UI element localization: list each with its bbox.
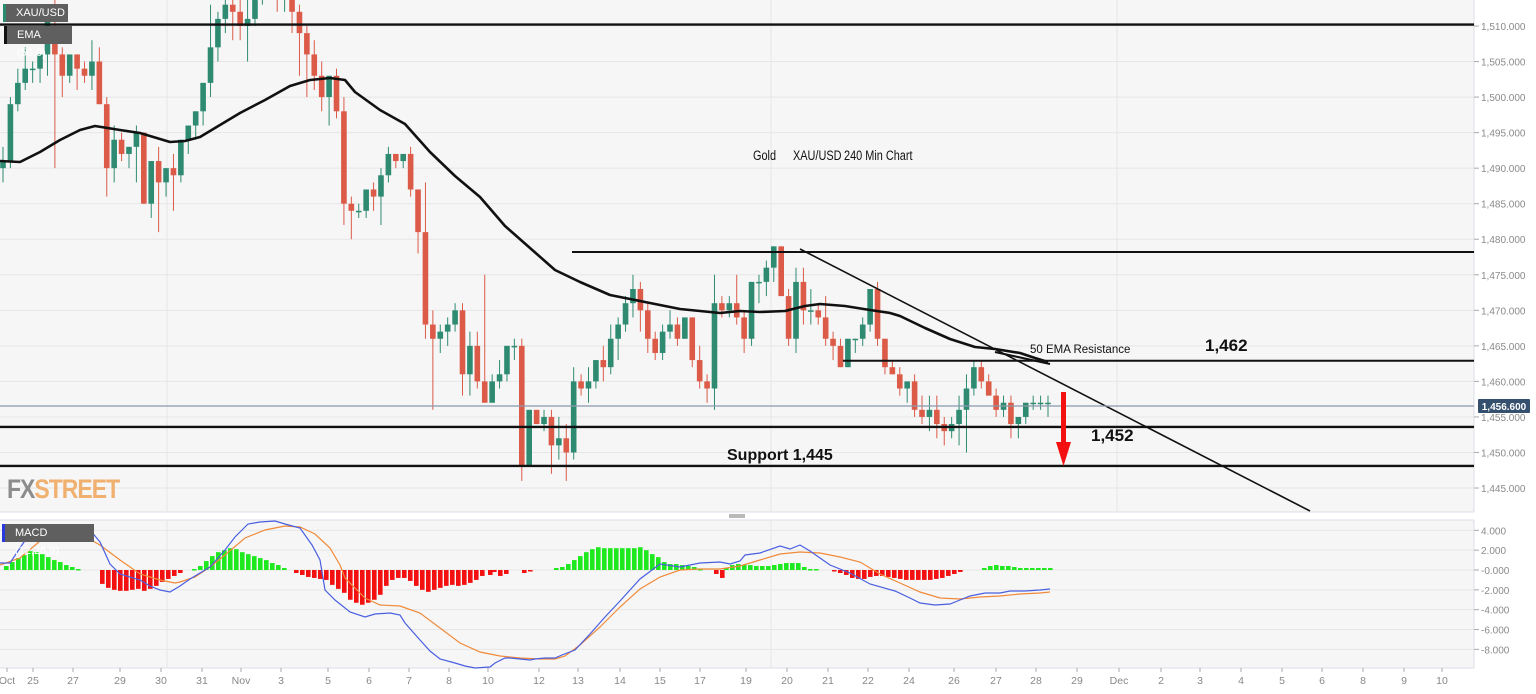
macd-signal-line xyxy=(0,525,1051,660)
fxstreet-logo: FXSTREET xyxy=(7,474,120,505)
time-tick-label: 14 xyxy=(614,675,626,687)
time-tick-label: 8 xyxy=(446,675,452,687)
ema-resistance-tick xyxy=(994,351,1051,365)
symbol-tag[interactable]: XAU/USD xyxy=(3,4,68,22)
time-tick-label: 2 xyxy=(1158,675,1164,687)
time-axis[interactable]: Oct 25 27 29 30 31 Nov 3 5 6 7 8 10 12 13 14 15 17 19 20 21 2… xyxy=(0,668,1448,687)
level-1462-label: 1,462 xyxy=(1205,336,1248,355)
logo-fx: FX xyxy=(7,474,35,504)
macd-tick-label: -6.000 xyxy=(1481,626,1510,637)
time-tick-label: 19 xyxy=(740,675,752,687)
svg-text:240 Min Chart: 240 Min Chart xyxy=(844,148,913,164)
time-tick-label: 30 xyxy=(155,675,167,687)
price-tick-label: 1,470.000 xyxy=(1481,306,1526,317)
price-tick-label: 1,485.000 xyxy=(1481,200,1526,211)
time-tick-label: 17 xyxy=(694,675,706,687)
time-tick-label: 3 xyxy=(1197,675,1203,687)
macd-tick-label: -8.000 xyxy=(1481,645,1510,656)
time-tick-label: 7 xyxy=(406,675,412,687)
time-tick-label: 10 xyxy=(482,675,494,687)
macd-histogram xyxy=(4,547,1053,605)
time-tick-label: 10 xyxy=(1436,675,1448,687)
macd-tick-label: 2.000 xyxy=(1481,546,1506,557)
price-tick-label: 1,480.000 xyxy=(1481,235,1526,246)
chart-title: Gold XAU/USD 240 Min Chart xyxy=(753,148,913,164)
price-tick-label: 1,505.000 xyxy=(1481,58,1526,69)
time-tick-label: 5 xyxy=(1279,675,1285,687)
time-tick-label: 26 xyxy=(948,675,960,687)
horizontal-levels xyxy=(0,23,1474,468)
time-tick-label: 25 xyxy=(27,675,39,687)
price-tick-label: 1,490.000 xyxy=(1481,164,1526,175)
price-axis[interactable]: 1,510.000 1,505.000 1,500.000 1,495.000 1,49… xyxy=(1474,22,1526,495)
time-tick-label: 4 xyxy=(1238,675,1244,687)
time-tick-label: 12 xyxy=(533,675,545,687)
down-arrow-icon xyxy=(1056,392,1071,466)
time-tick-label: 15 xyxy=(654,675,666,687)
time-tick-label: 27 xyxy=(67,675,79,687)
time-tick-label: Nov xyxy=(232,675,251,687)
time-tick-label: 28 xyxy=(1030,675,1042,687)
macd-tick-label: -4.000 xyxy=(1481,606,1510,617)
time-tick-label: 5 xyxy=(325,675,331,687)
time-tick-label: 29 xyxy=(1071,675,1083,687)
time-tick-label: 21 xyxy=(822,675,834,687)
logo-street: STREET xyxy=(34,474,120,504)
time-tick-label: 6 xyxy=(366,675,372,687)
ema-50-line xyxy=(0,76,1049,364)
svg-text:1,456.600: 1,456.600 xyxy=(1482,402,1527,413)
time-tick-label: 29 xyxy=(114,675,126,687)
price-tick-label: 1,510.000 xyxy=(1481,22,1526,33)
support-label: Support 1,445 xyxy=(727,447,833,464)
macd-line xyxy=(0,520,1051,669)
svg-text:XAU/USD: XAU/USD xyxy=(793,148,842,164)
time-tick-label: 13 xyxy=(572,675,584,687)
panel-resize-handle[interactable] xyxy=(729,514,745,518)
time-tick-label: 8 xyxy=(1360,675,1366,687)
macd-axis[interactable]: 4.000 2.000 -0.000 -2.000 -4.000 -6.000 -8.000 xyxy=(1474,526,1510,656)
price-tick-label: 1,460.000 xyxy=(1481,377,1526,388)
macd-panel[interactable] xyxy=(0,520,1474,668)
level-1452-label: 1,452 xyxy=(1091,426,1134,445)
macd-tick-label: -2.000 xyxy=(1481,586,1510,597)
price-tick-label: 1,450.000 xyxy=(1481,448,1526,459)
price-tick-label: 1,475.000 xyxy=(1481,271,1526,282)
macd-tick-label: 4.000 xyxy=(1481,526,1506,537)
time-tick-label: 31 xyxy=(196,675,208,687)
time-tick-label: Dec xyxy=(1110,675,1129,687)
price-tick-label: 1,495.000 xyxy=(1481,129,1526,140)
price-tick-label: 1,445.000 xyxy=(1481,484,1526,495)
ema-resistance-label: 50 EMA Resistance xyxy=(1030,344,1130,356)
price-tick-label: 1,500.000 xyxy=(1481,93,1526,104)
time-tick-label: 20 xyxy=(781,675,793,687)
current-price-tag: 1,456.600 xyxy=(1478,399,1530,413)
time-tick-label: 27 xyxy=(990,675,1002,687)
time-tick-label: 9 xyxy=(1401,675,1407,687)
price-tick-label: 1,465.000 xyxy=(1481,342,1526,353)
time-tick-label: 6 xyxy=(1319,675,1325,687)
macd-indicator-tag[interactable]: MACD (12,26,9) xyxy=(2,524,94,557)
time-tick-label: Oct xyxy=(0,675,15,687)
time-tick-label: 22 xyxy=(862,675,874,687)
price-panel[interactable] xyxy=(0,0,1474,512)
ema-indicator-tag[interactable]: EMA (50,0) xyxy=(4,26,72,59)
macd-tick-label: -0.000 xyxy=(1481,566,1510,577)
price-tick-label: 1,455.000 xyxy=(1481,413,1526,424)
time-tick-label: 3 xyxy=(278,675,284,687)
time-tick-label: 24 xyxy=(903,675,915,687)
svg-text:Gold: Gold xyxy=(753,148,776,164)
descending-trendline xyxy=(799,248,1311,512)
